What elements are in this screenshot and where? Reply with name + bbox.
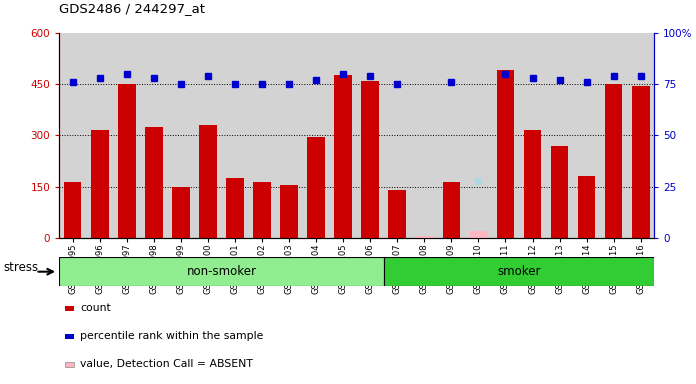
Bar: [91, 130, 109, 238]
Bar: [64, 182, 81, 238]
Bar: [523, 130, 541, 238]
Bar: [388, 190, 406, 238]
Bar: [551, 146, 569, 238]
Bar: [145, 127, 163, 238]
Text: smoker: smoker: [497, 265, 541, 278]
Bar: [65, 334, 74, 339]
Bar: [253, 182, 271, 238]
Bar: [172, 187, 190, 238]
Bar: [605, 84, 622, 238]
Text: value, Detection Call = ABSENT: value, Detection Call = ABSENT: [80, 359, 253, 369]
Bar: [383, 257, 654, 286]
Bar: [118, 84, 136, 238]
Bar: [65, 306, 74, 311]
Bar: [443, 182, 460, 238]
Bar: [470, 231, 487, 238]
Bar: [308, 137, 325, 238]
Bar: [497, 70, 514, 238]
Bar: [334, 75, 352, 238]
Bar: [632, 86, 649, 238]
Text: count: count: [80, 303, 111, 313]
Bar: [280, 185, 298, 238]
Bar: [59, 257, 383, 286]
Bar: [226, 178, 244, 238]
Text: percentile rank within the sample: percentile rank within the sample: [80, 331, 263, 341]
Bar: [416, 237, 433, 238]
Text: non-smoker: non-smoker: [187, 265, 256, 278]
Text: stress: stress: [3, 261, 38, 274]
Bar: [65, 362, 74, 367]
Bar: [361, 81, 379, 238]
Text: GDS2486 / 244297_at: GDS2486 / 244297_at: [59, 2, 205, 15]
Bar: [199, 125, 216, 238]
Bar: [578, 177, 595, 238]
